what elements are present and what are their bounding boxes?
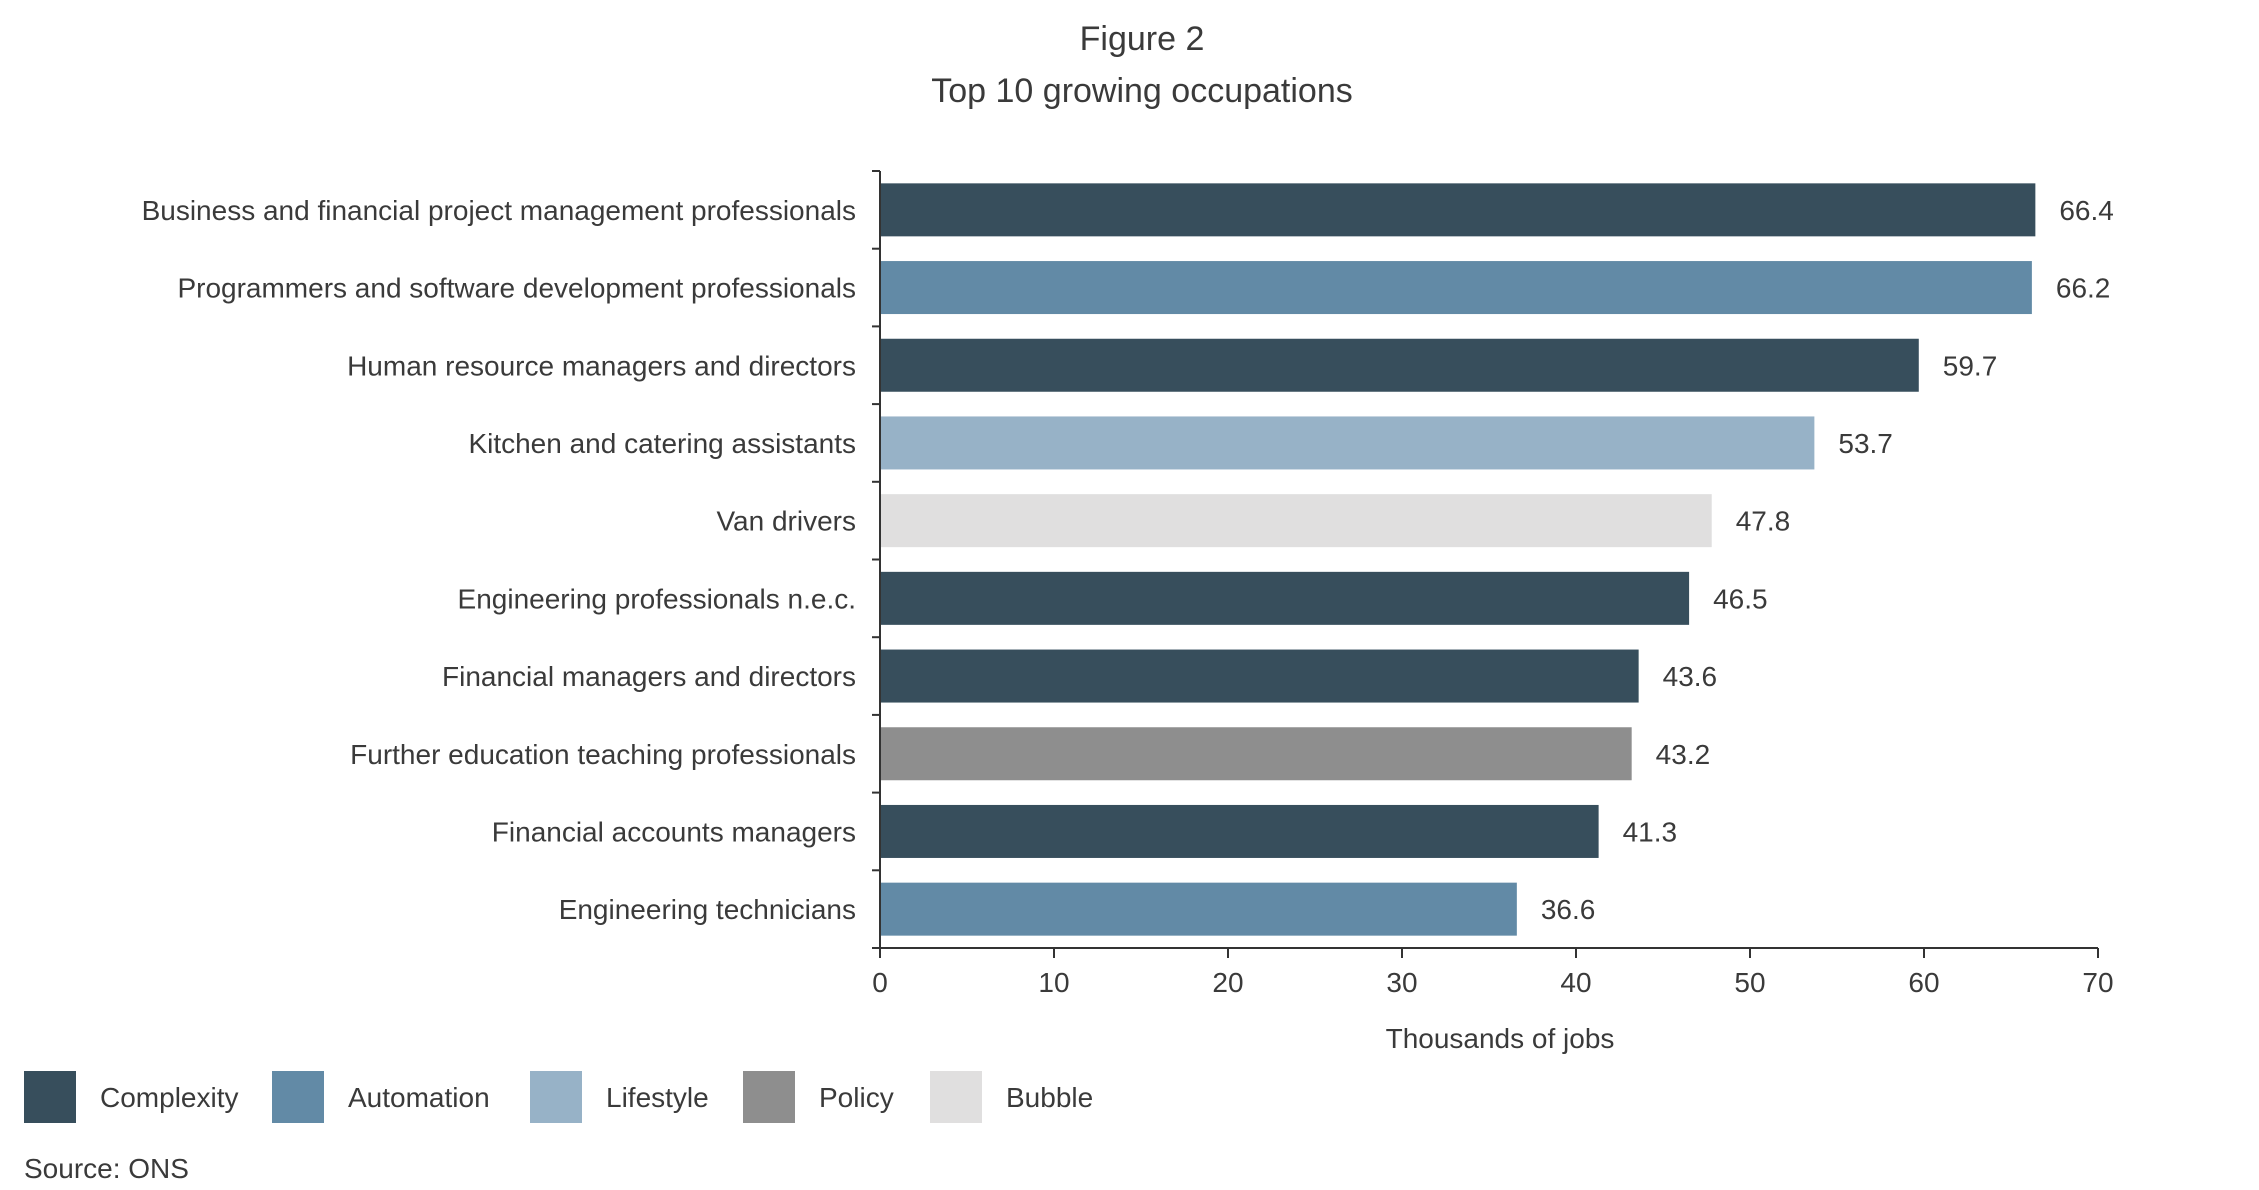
bar xyxy=(881,183,2036,237)
data-label: 46.5 xyxy=(1713,583,1768,614)
legend-swatch xyxy=(272,1071,324,1123)
figure-label: Figure 2 xyxy=(1080,20,1205,58)
category-label: Financial managers and directors xyxy=(442,661,856,692)
source-note: Source: ONS xyxy=(24,1153,189,1184)
data-label: 66.4 xyxy=(2059,195,2114,226)
category-label: Financial accounts managers xyxy=(492,816,856,847)
legend-label: Complexity xyxy=(100,1082,238,1113)
x-tick-label: 0 xyxy=(872,967,888,998)
legend-label: Bubble xyxy=(1006,1082,1093,1113)
data-label: 59.7 xyxy=(1943,350,1998,381)
category-label: Programmers and software development pro… xyxy=(177,273,856,304)
bar xyxy=(881,416,1815,470)
bar xyxy=(881,649,1639,703)
category-label: Engineering technicians xyxy=(559,894,856,925)
x-tick-label: 10 xyxy=(1038,967,1069,998)
x-tick-label: 70 xyxy=(2082,967,2113,998)
x-tick-label: 30 xyxy=(1386,967,1417,998)
data-label: 47.8 xyxy=(1736,506,1791,537)
legend-label: Lifestyle xyxy=(606,1082,709,1113)
data-label: 43.6 xyxy=(1663,661,1718,692)
x-axis-title: Thousands of jobs xyxy=(1386,1023,1615,1054)
legend-swatch xyxy=(530,1071,582,1123)
data-label: 53.7 xyxy=(1838,428,1893,459)
bar xyxy=(881,882,1517,936)
category-label: Van drivers xyxy=(716,506,856,537)
category-label: Further education teaching professionals xyxy=(350,739,856,770)
bar xyxy=(881,494,1712,548)
data-label: 41.3 xyxy=(1623,816,1678,847)
x-tick-label: 50 xyxy=(1734,967,1765,998)
x-tick-label: 40 xyxy=(1560,967,1591,998)
legend-swatch xyxy=(24,1071,76,1123)
bar xyxy=(881,727,1632,781)
bar xyxy=(881,571,1690,625)
x-tick-label: 20 xyxy=(1212,967,1243,998)
legend: Complexity Automation Lifestyle Policy Bubbl… xyxy=(24,1071,1093,1123)
legend-label: Policy xyxy=(819,1082,894,1113)
data-label: 36.6 xyxy=(1541,894,1596,925)
legend-swatch xyxy=(930,1071,982,1123)
data-label: 66.2 xyxy=(2056,273,2111,304)
bars-layer: Business and financial project managemen… xyxy=(142,183,2114,936)
category-label: Kitchen and catering assistants xyxy=(468,428,856,459)
bar xyxy=(881,804,1599,858)
bar xyxy=(881,338,1919,392)
x-axis: 0 10 20 30 40 50 60 70 xyxy=(872,170,2114,998)
bar xyxy=(881,261,2032,315)
category-label: Human resource managers and directors xyxy=(347,350,856,381)
legend-swatch xyxy=(743,1071,795,1123)
data-label: 43.2 xyxy=(1656,739,1711,770)
category-label: Engineering professionals n.e.c. xyxy=(458,583,856,614)
chart-title: Top 10 growing occupations xyxy=(931,72,1353,110)
legend-label: Automation xyxy=(348,1082,490,1113)
category-label: Business and financial project managemen… xyxy=(142,195,856,226)
x-tick-label: 60 xyxy=(1908,967,1939,998)
